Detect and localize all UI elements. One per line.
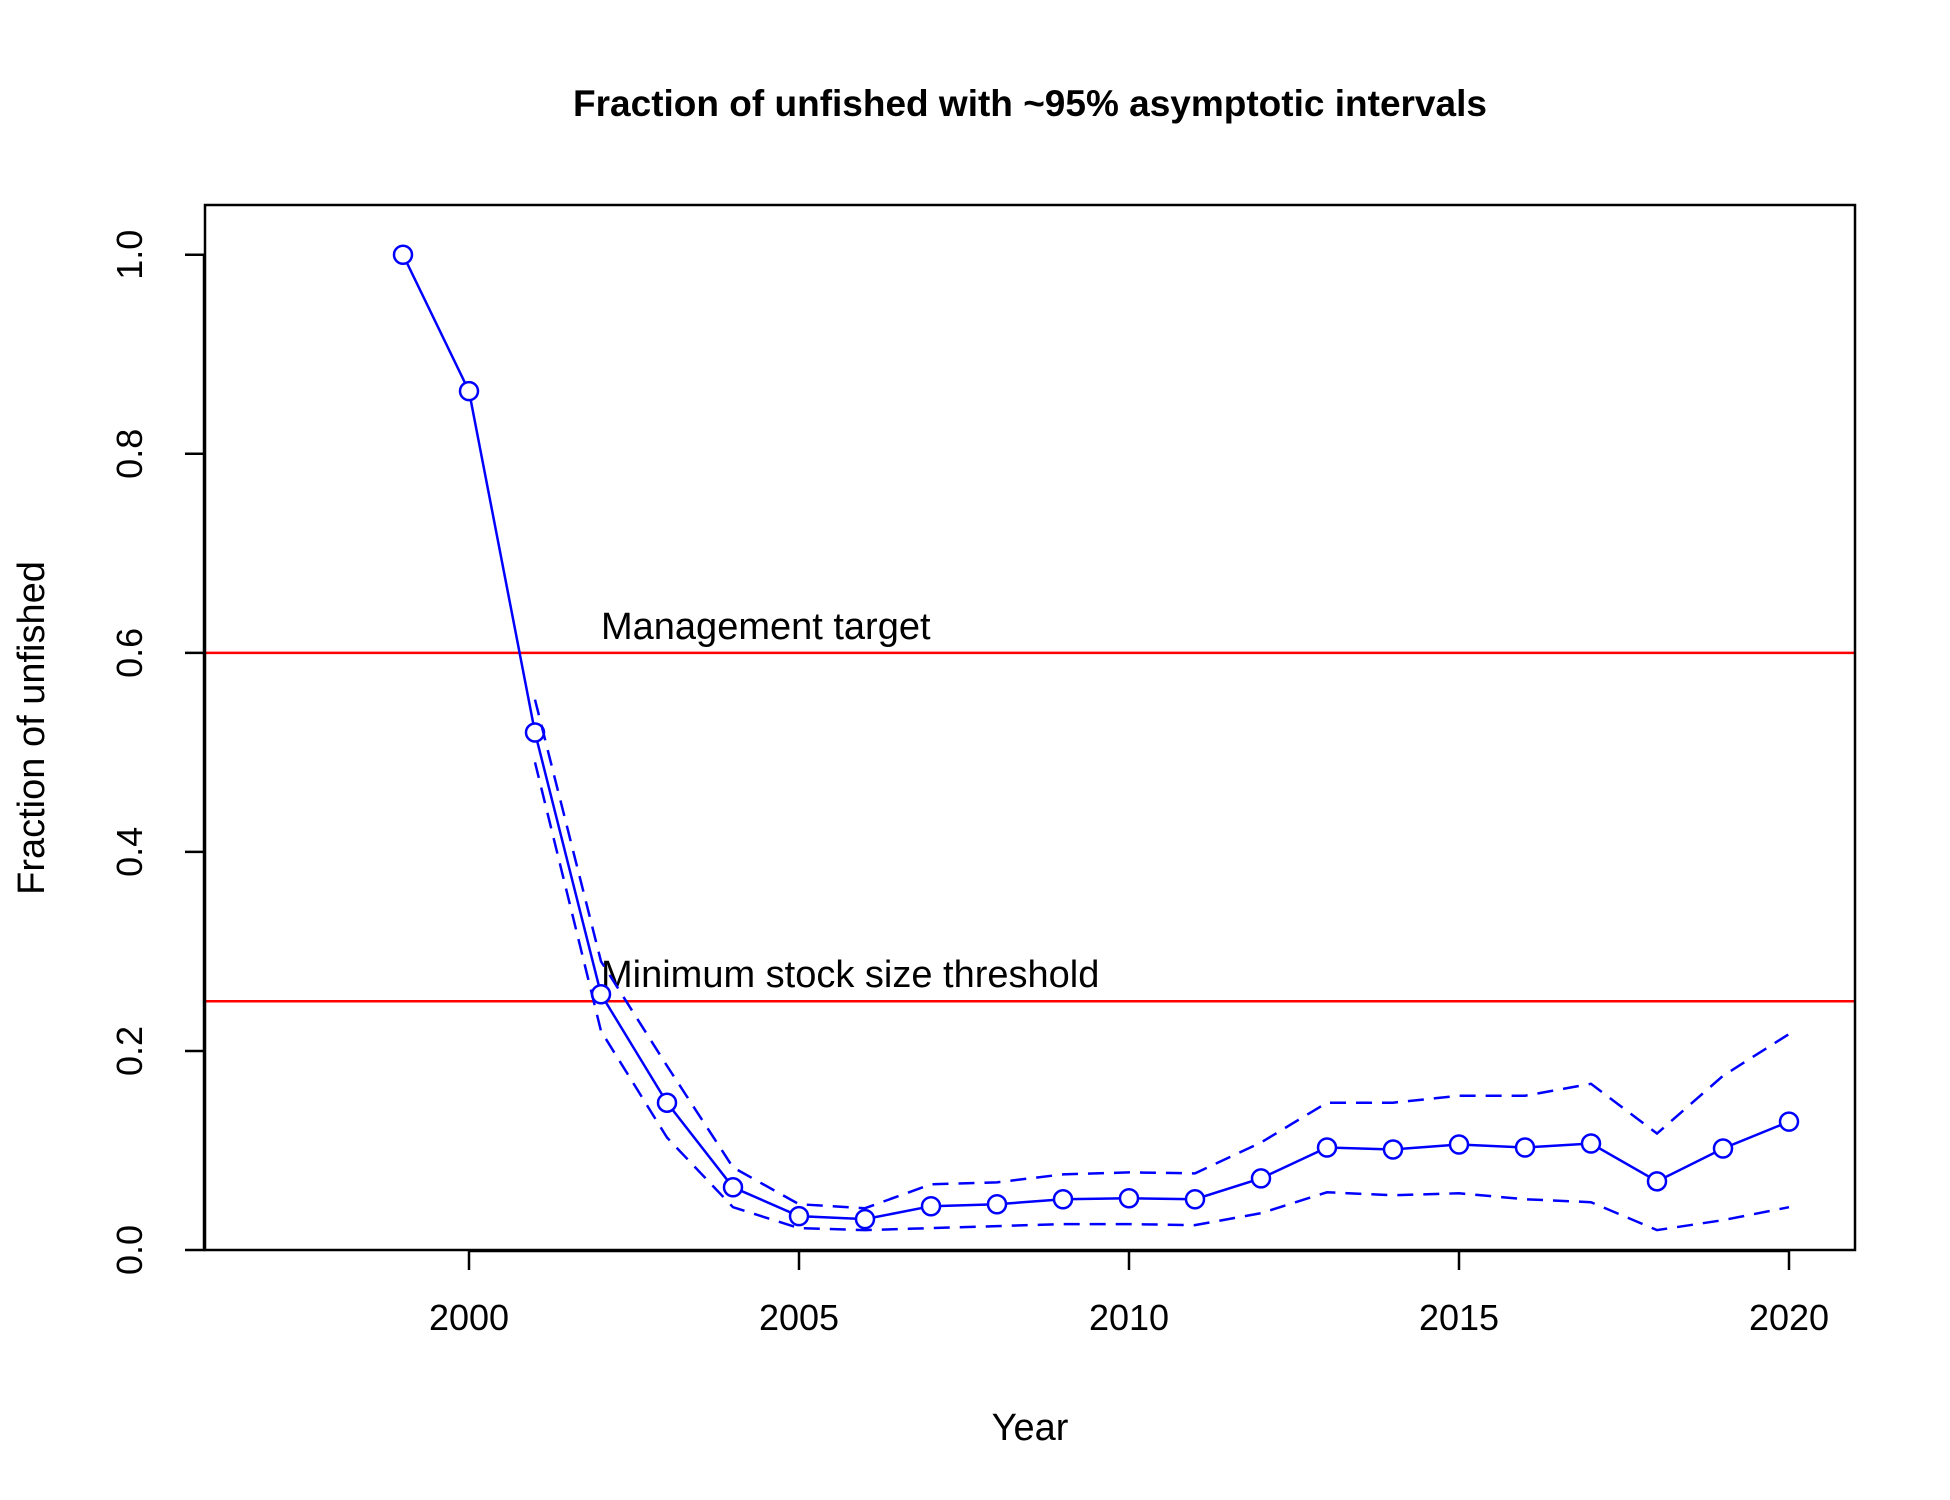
- data-point: [1580, 1133, 1602, 1154]
- data-point: [1448, 1134, 1470, 1155]
- chart-title: Fraction of unfished with ~95% asymptoti…: [573, 83, 1487, 124]
- data-point: [1052, 1188, 1074, 1210]
- series-line: [401, 254, 1790, 1221]
- data-point: [656, 1092, 678, 1113]
- reference-lines: Management target Minimum stock size thre…: [205, 606, 1855, 1003]
- interval-line: [533, 762, 1790, 1232]
- x-tick-label: 2015: [1419, 1297, 1499, 1338]
- reference-line-label: Management target: [601, 606, 931, 648]
- y-tick-label: 0.6: [109, 628, 150, 678]
- data-point: [392, 244, 414, 266]
- data-point: [1712, 1138, 1734, 1159]
- x-tick-label: 2010: [1089, 1297, 1169, 1338]
- data-point: [1646, 1171, 1668, 1192]
- reference-line-label: Minimum stock size threshold: [601, 954, 1099, 996]
- y-tick-label: 0.0: [109, 1225, 150, 1275]
- axes: 2000 2005 2010 2015 2020 0.0 0.2 0.4 0.6 0.8 1.0: [109, 230, 1829, 1338]
- data-point: [1514, 1137, 1536, 1158]
- data-point: [458, 380, 480, 402]
- data-point: [1382, 1139, 1404, 1160]
- data-point: [1118, 1187, 1140, 1209]
- data-point: [1250, 1168, 1272, 1189]
- data-point: [1184, 1188, 1206, 1210]
- series-layer: [392, 244, 1800, 1232]
- y-tick-label: 0.4: [109, 827, 150, 877]
- data-point: [1316, 1137, 1338, 1158]
- data-point: [920, 1195, 942, 1217]
- data-point: [854, 1208, 876, 1230]
- x-tick-label: 2020: [1749, 1297, 1829, 1338]
- data-point: [1778, 1111, 1800, 1132]
- y-tick-label: 0.8: [109, 429, 150, 479]
- data-point: [722, 1177, 744, 1198]
- x-tick-label: 2000: [429, 1297, 509, 1338]
- y-axis-label: Fraction of unfished: [11, 561, 53, 895]
- plot-frame: [203, 203, 1857, 1252]
- interval-line: [533, 699, 1790, 1210]
- data-point: [986, 1193, 1008, 1215]
- x-axis-label: Year: [992, 1407, 1069, 1449]
- data-point: [788, 1205, 810, 1227]
- x-tick-label: 2005: [759, 1297, 839, 1338]
- y-tick-label: 1.0: [109, 230, 150, 280]
- y-tick-label: 0.2: [109, 1026, 150, 1076]
